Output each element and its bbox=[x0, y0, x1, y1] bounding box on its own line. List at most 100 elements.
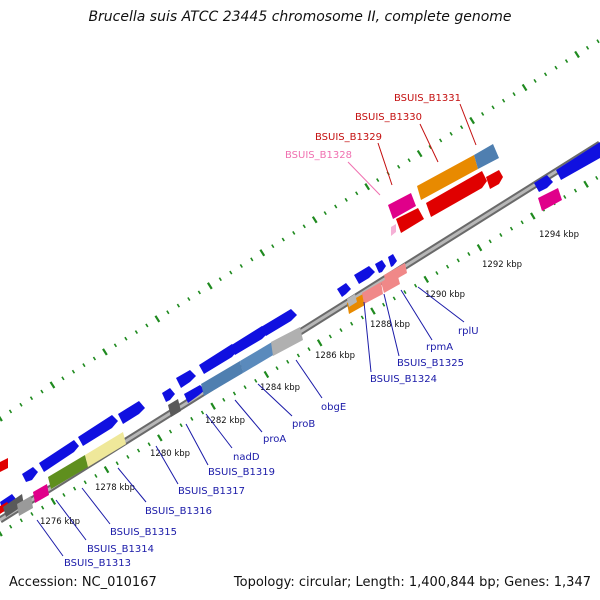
tick-mark bbox=[459, 125, 464, 130]
gene-feature[interactable] bbox=[168, 399, 181, 417]
callout-line bbox=[347, 161, 381, 196]
gene-feature[interactable] bbox=[85, 432, 126, 467]
tick-mark bbox=[344, 197, 348, 202]
tick-mark bbox=[176, 303, 180, 308]
gene-label[interactable]: BSUIS_B1313 bbox=[64, 558, 131, 569]
kbp-label: 1294 kbp bbox=[539, 230, 579, 240]
gene-label[interactable]: BSUIS_B1316 bbox=[145, 506, 212, 517]
kbp-label: 1276 kbp bbox=[40, 517, 80, 527]
gene-label[interactable]: BSUIS_B1330 bbox=[355, 112, 422, 123]
kbp-label: 1282 kbp bbox=[205, 416, 245, 426]
gene-feature[interactable] bbox=[388, 254, 397, 267]
gene-label[interactable]: nadD bbox=[233, 452, 260, 463]
gene-label[interactable]: BSUIS_B1315 bbox=[110, 527, 177, 538]
callout-line bbox=[459, 103, 477, 146]
gene-feature[interactable] bbox=[538, 188, 562, 211]
gene-feature-bsuis-b1328[interactable] bbox=[388, 193, 416, 219]
gene-label[interactable]: rpmA bbox=[426, 342, 453, 353]
tick-mark bbox=[187, 297, 191, 301]
tick-mark bbox=[147, 442, 151, 447]
gene-feature[interactable] bbox=[176, 370, 196, 388]
gene-feature[interactable] bbox=[362, 282, 383, 304]
gene-feature[interactable] bbox=[48, 455, 88, 489]
gene-label[interactable]: proB bbox=[292, 419, 315, 430]
tick-mark bbox=[197, 290, 201, 295]
gene-label[interactable]: BSUIS_B1329 bbox=[315, 132, 382, 143]
tick-mark bbox=[328, 334, 332, 339]
tick-mark bbox=[435, 271, 439, 275]
gene-feature[interactable] bbox=[347, 294, 357, 307]
gene-feature-bsuis-b1329[interactable] bbox=[396, 208, 424, 233]
tick-mark bbox=[583, 180, 589, 188]
tick-mark bbox=[376, 178, 380, 183]
tick-mark bbox=[491, 105, 495, 110]
gene-feature[interactable] bbox=[184, 385, 205, 403]
tick-mark bbox=[41, 505, 45, 510]
gene-feature[interactable] bbox=[17, 496, 33, 516]
gene-feature[interactable] bbox=[347, 294, 365, 314]
tick-mark bbox=[179, 423, 183, 428]
gene-label[interactable]: BSUIS_B1317 bbox=[178, 486, 245, 497]
gene-label[interactable]: BSUIS_B1325 bbox=[397, 358, 464, 369]
tick-mark bbox=[254, 378, 258, 383]
gene-feature-bsuis-b1331[interactable] bbox=[417, 155, 478, 200]
tick-mark bbox=[0, 530, 3, 537]
gene-feature[interactable] bbox=[337, 283, 351, 297]
gene-feature[interactable] bbox=[534, 175, 553, 192]
tick-mark bbox=[145, 323, 149, 328]
gene-feature[interactable] bbox=[118, 401, 145, 424]
tick-mark bbox=[595, 175, 599, 180]
gene-label[interactable]: BSUIS_B1319 bbox=[208, 467, 275, 478]
gene-feature[interactable] bbox=[3, 494, 24, 517]
tick-mark bbox=[259, 249, 266, 257]
gene-label[interactable]: BSUIS_B1324 bbox=[370, 374, 437, 385]
gene-feature[interactable] bbox=[230, 326, 268, 355]
gene-feature[interactable] bbox=[271, 327, 303, 356]
gene-feature[interactable] bbox=[22, 467, 38, 482]
tick-mark bbox=[339, 328, 343, 333]
tick-mark bbox=[19, 402, 23, 407]
kbp-label: 1286 kbp bbox=[315, 351, 355, 361]
gene-label[interactable]: BSUIS_B1328 bbox=[285, 150, 352, 161]
gene-feature[interactable] bbox=[556, 142, 600, 180]
gene-feature[interactable] bbox=[375, 260, 386, 273]
tick-mark bbox=[533, 78, 537, 83]
callout-line bbox=[383, 293, 400, 357]
tick-mark bbox=[360, 315, 364, 320]
callout-line bbox=[155, 445, 179, 485]
gene-feature[interactable] bbox=[162, 388, 175, 402]
tick-mark bbox=[512, 92, 516, 97]
gene-label[interactable]: obgE bbox=[321, 402, 346, 413]
gene-feature[interactable] bbox=[384, 263, 407, 285]
tick-mark bbox=[94, 473, 98, 478]
gene-feature[interactable] bbox=[39, 440, 79, 472]
gene-feature[interactable] bbox=[0, 458, 8, 472]
gene-feature[interactable] bbox=[33, 484, 49, 503]
tick-mark bbox=[520, 220, 524, 225]
tick-mark bbox=[573, 188, 578, 193]
callout-line bbox=[81, 487, 111, 525]
tick-mark bbox=[8, 409, 13, 414]
gene-feature[interactable] bbox=[474, 144, 499, 169]
tick-mark bbox=[428, 145, 432, 149]
gene-feature[interactable] bbox=[354, 266, 375, 284]
tick-mark bbox=[61, 376, 65, 381]
gene-feature[interactable] bbox=[201, 361, 243, 396]
gene-feature[interactable] bbox=[199, 344, 238, 374]
gene-label[interactable]: BSUIS_B1331 bbox=[394, 93, 461, 104]
gene-feature[interactable] bbox=[261, 309, 297, 336]
tick-mark bbox=[323, 211, 327, 216]
tick-mark bbox=[115, 461, 119, 466]
gene-feature[interactable] bbox=[240, 342, 275, 373]
accession-label: Accession: NC_010167 bbox=[9, 575, 157, 590]
gene-label[interactable]: proA bbox=[263, 434, 286, 445]
gene-label[interactable]: BSUIS_B1314 bbox=[87, 544, 154, 555]
gene-feature[interactable] bbox=[391, 224, 396, 236]
gene-feature[interactable] bbox=[78, 415, 118, 446]
tick-mark bbox=[554, 65, 558, 70]
gene-feature-bsuis-b1330[interactable] bbox=[426, 171, 487, 217]
gene-feature[interactable] bbox=[486, 170, 503, 189]
tick-mark bbox=[263, 370, 270, 379]
gene-label[interactable]: rplU bbox=[458, 326, 479, 337]
